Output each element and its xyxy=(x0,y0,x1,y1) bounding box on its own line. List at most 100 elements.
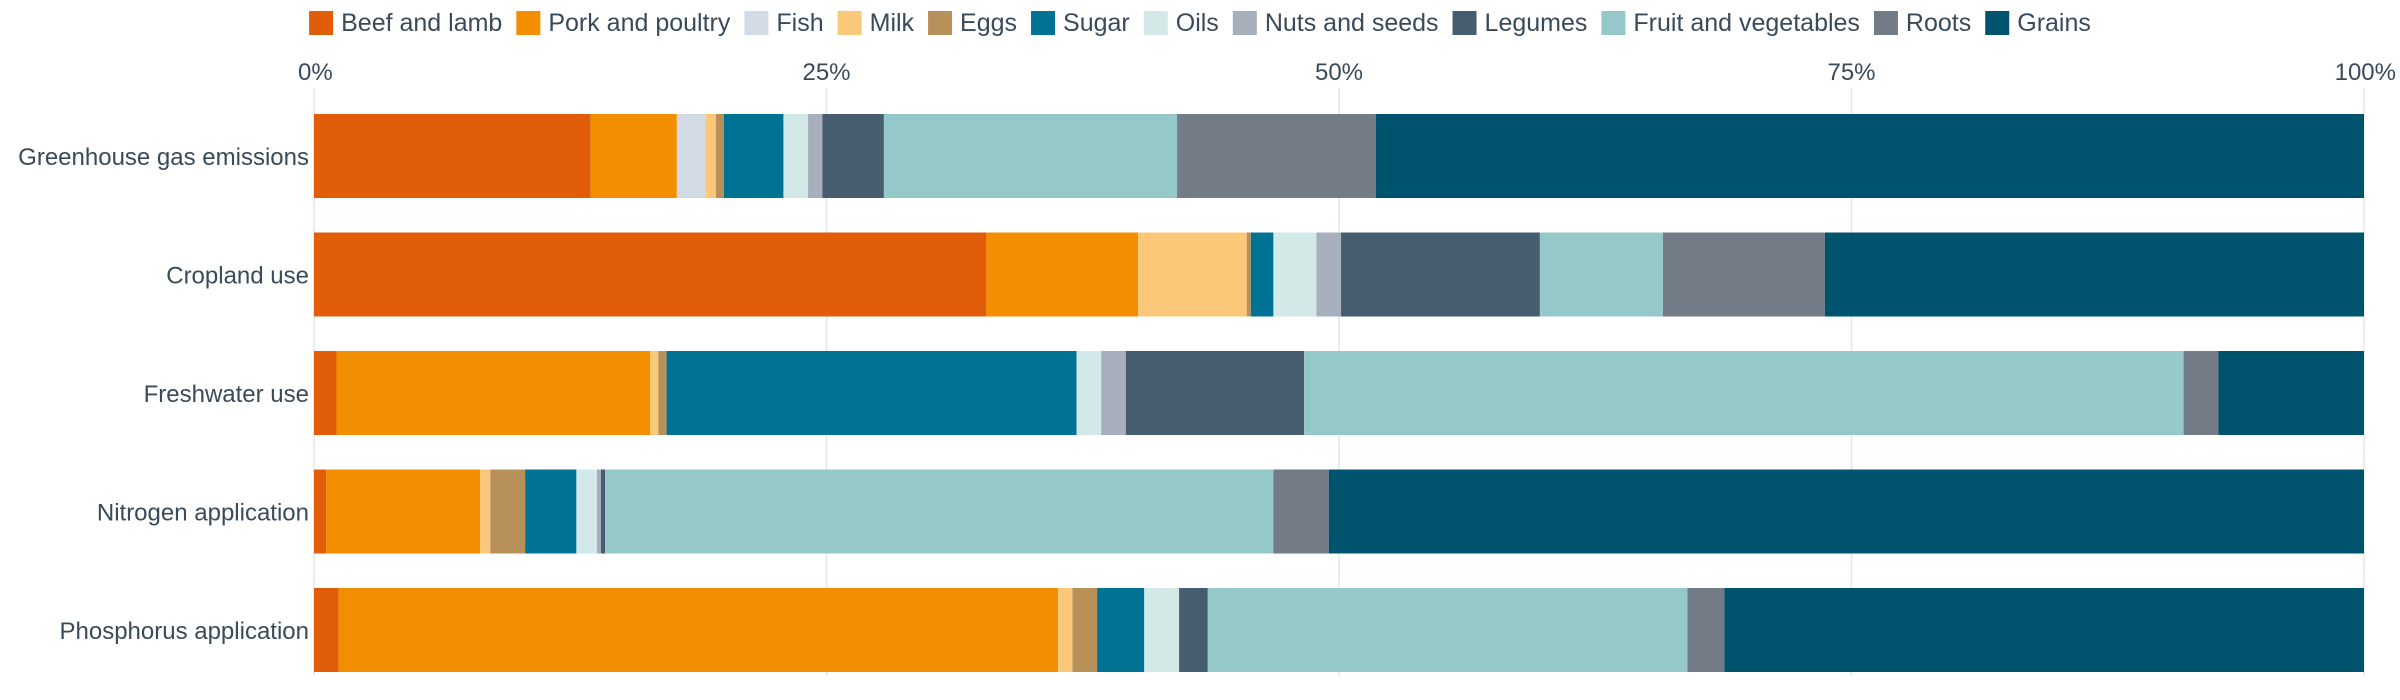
bar-segment xyxy=(715,114,724,198)
bar-segment xyxy=(1328,469,2364,554)
bar-segment xyxy=(808,114,823,198)
bars xyxy=(314,114,2364,672)
category-label: Freshwater use xyxy=(144,381,309,408)
bar-segment xyxy=(338,588,1059,672)
bar-segment xyxy=(1316,232,1342,317)
bar-segment xyxy=(1058,588,1073,672)
bar-row xyxy=(314,114,2364,198)
bar-segment xyxy=(314,232,987,317)
bar-segment xyxy=(1724,588,2364,672)
bar-segment xyxy=(1144,588,1180,672)
x-tick-label: 100% xyxy=(2335,59,2396,86)
bar-segment xyxy=(1539,232,1663,317)
bar-segment xyxy=(1246,232,1251,317)
bar-segment xyxy=(336,351,651,435)
legend-item: Grains xyxy=(1985,9,2091,37)
category-label: Nitrogen application xyxy=(97,500,309,527)
bar-segment xyxy=(314,469,327,554)
category-label: Cropland use xyxy=(166,263,309,290)
legend-item: Oils xyxy=(1143,9,1219,37)
bar-segment xyxy=(326,469,481,554)
category-label: Greenhouse gas emissions xyxy=(18,144,309,171)
legend-item: Beef and lamb xyxy=(309,9,502,37)
legend-swatch xyxy=(1452,11,1477,35)
legend-item: Legumes xyxy=(1452,9,1588,37)
legend-item: Roots xyxy=(1873,9,1971,37)
bar-row xyxy=(314,232,2364,317)
bar-segment xyxy=(650,351,659,435)
legend-label: Fish xyxy=(776,9,823,37)
legend-label: Nuts and seeds xyxy=(1265,9,1439,37)
legend-swatch xyxy=(516,11,541,35)
x-tick-label: 75% xyxy=(1827,59,1875,86)
x-tick-label: 0% xyxy=(298,59,333,86)
bar-row xyxy=(314,469,2364,554)
legend-label: Pork and poultry xyxy=(548,9,731,37)
x-tick-label: 25% xyxy=(802,59,850,86)
bar-segment xyxy=(576,469,597,554)
bar-segment xyxy=(1824,232,2364,317)
bar-segment xyxy=(1250,232,1274,317)
legend-swatch xyxy=(928,11,953,35)
bar-segment xyxy=(590,114,677,198)
bar-segment xyxy=(596,469,601,554)
bar-segment xyxy=(1097,588,1145,672)
bar-segment xyxy=(1101,351,1126,435)
bar-segment xyxy=(605,469,1274,554)
bar-segment xyxy=(1076,351,1102,435)
bar-segment xyxy=(658,351,667,435)
legend-swatch xyxy=(1232,11,1257,35)
category-label: Phosphorus application xyxy=(59,618,309,645)
bar-segment xyxy=(1662,232,1825,317)
bar-segment xyxy=(480,469,491,554)
legend-swatch xyxy=(1143,11,1168,35)
bar-segment xyxy=(1179,588,1208,672)
legend-item: Nuts and seeds xyxy=(1232,9,1439,37)
legend-item: Fruit and vegetables xyxy=(1601,9,1860,37)
bar-segment xyxy=(1207,588,1688,672)
category-labels: Greenhouse gas emissions Cropland use Fres… xyxy=(18,144,309,645)
bar-row xyxy=(314,351,2364,435)
bar-segment xyxy=(1072,588,1098,672)
bar-segment xyxy=(1273,232,1317,317)
legend-label: Legumes xyxy=(1485,9,1588,37)
legend-item: Fish xyxy=(744,9,824,37)
legend-item: Eggs xyxy=(928,9,1017,37)
bar-segment xyxy=(1375,114,2364,198)
bar-segment xyxy=(783,114,809,198)
bar-segment xyxy=(601,469,606,554)
legend-swatch xyxy=(744,11,769,35)
bar-segment xyxy=(1341,232,1540,317)
bar-segment xyxy=(724,114,784,198)
bar-segment xyxy=(822,114,884,198)
legend-label: Eggs xyxy=(960,9,1017,37)
legend-swatch xyxy=(1031,11,1056,35)
legend-swatch xyxy=(309,11,334,35)
legend-label: Beef and lamb xyxy=(341,9,502,37)
bar-segment xyxy=(490,469,526,554)
legend-label: Fruit and vegetables xyxy=(1633,9,1860,37)
bar-row xyxy=(314,588,2364,672)
legend-label: Oils xyxy=(1176,9,1219,37)
bar-segment xyxy=(314,114,591,198)
x-tick-label: 50% xyxy=(1315,59,1363,86)
bar-segment xyxy=(666,351,1077,435)
bar-segment xyxy=(314,351,337,435)
bar-segment xyxy=(1138,232,1247,317)
bar-segment xyxy=(1273,469,1329,554)
legend-item: Milk xyxy=(837,9,915,37)
bar-segment xyxy=(314,588,339,672)
legend-item: Sugar xyxy=(1031,9,1130,37)
legend-label: Sugar xyxy=(1063,9,1130,37)
bar-segment xyxy=(676,114,706,198)
bar-segment xyxy=(883,114,1178,198)
legend-item: Pork and poultry xyxy=(516,9,731,37)
bar-segment xyxy=(2183,351,2219,435)
legend-label: Grains xyxy=(2017,9,2091,37)
legend-label: Milk xyxy=(870,9,915,37)
bar-segment xyxy=(1304,351,2184,435)
x-axis-ticks: 0% 25% 50% 75% 100% xyxy=(298,59,2396,86)
legend-swatch xyxy=(837,11,862,35)
legend: Beef and lamb Pork and poultry Fish Milk Egg… xyxy=(309,9,2091,37)
bar-segment xyxy=(705,114,716,198)
